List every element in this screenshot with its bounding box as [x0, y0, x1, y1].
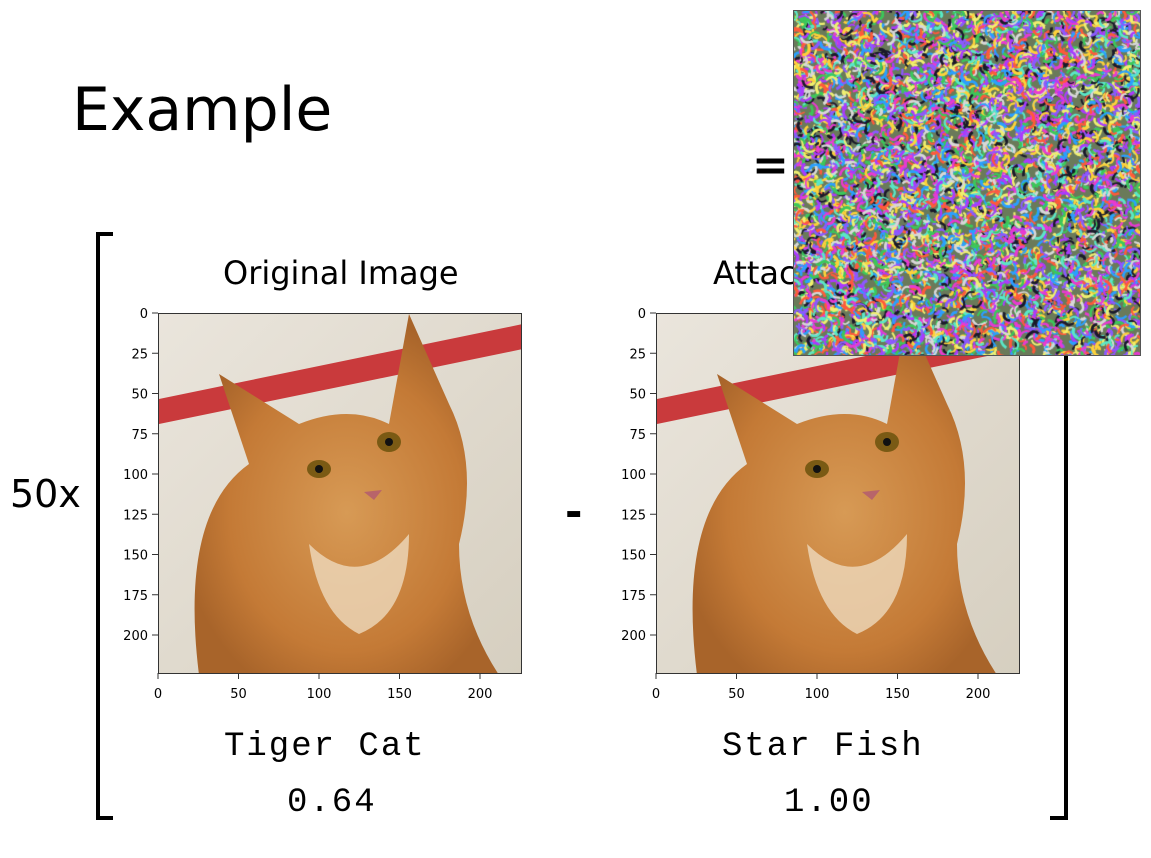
- attacked-y-tick-label: 150: [621, 549, 646, 564]
- original-prediction-label: Tiger Cat: [224, 728, 426, 766]
- attacked-y-tick-label: 125: [621, 508, 646, 523]
- original-image: [158, 313, 522, 674]
- original-y-tick-label: 25: [131, 347, 148, 362]
- original-x-tick-label: 0: [154, 687, 162, 702]
- original-y-tick-label: 0: [140, 307, 148, 322]
- attacked-y-tick-label: 75: [629, 428, 646, 443]
- original-y-tick-label: 75: [131, 428, 148, 443]
- original-y-tick-label: 175: [123, 589, 148, 604]
- equals-sign: =: [752, 140, 789, 191]
- attacked-y-tick-label: 50: [629, 388, 646, 403]
- original-x-tick-label: 200: [468, 687, 493, 702]
- attacked-y-tick-label: 200: [621, 629, 646, 644]
- attacked-y-axis: 0 25 50 75 100 125 150 175 200: [621, 307, 656, 644]
- multiplier-label: 50x: [10, 472, 81, 516]
- attacked-y-tick-label: 0: [638, 307, 646, 322]
- attacked-y-tick-label: 100: [621, 468, 646, 483]
- original-image-title: Original Image: [223, 254, 459, 292]
- original-x-tick-label: 100: [307, 687, 332, 702]
- attacked-image-title: Attac: [713, 254, 797, 292]
- original-y-tick-label: 100: [123, 468, 148, 483]
- attacked-y-tick-label: 175: [621, 589, 646, 604]
- original-y-tick-label: 125: [123, 508, 148, 523]
- original-prediction-score: 0.64: [287, 784, 377, 822]
- original-x-axis: 0 50 100 150 200: [154, 673, 493, 702]
- original-y-tick-label: 200: [123, 629, 148, 644]
- attacked-y-tick-label: 25: [629, 347, 646, 362]
- attacked-x-axis: 0 50 100 150 200: [652, 673, 991, 702]
- original-y-tick-label: 150: [123, 549, 148, 564]
- attacked-x-tick-label: 150: [885, 687, 910, 702]
- cat-image-attacked: [657, 314, 1019, 673]
- attacked-x-tick-label: 50: [728, 687, 745, 702]
- original-y-axis: 0 25 50 75 100 125 150 175 200: [123, 307, 158, 644]
- original-x-tick-label: 150: [387, 687, 412, 702]
- perturbation-noise-image: [793, 10, 1141, 356]
- slide-title: Example: [72, 75, 333, 145]
- attacked-prediction-label: Star Fish: [722, 728, 924, 766]
- cat-image: [159, 314, 521, 673]
- original-x-tick-label: 50: [230, 687, 247, 702]
- minus-sign: -: [565, 487, 583, 536]
- noise-canvas: [794, 11, 1140, 355]
- attacked-x-tick-label: 0: [652, 687, 660, 702]
- attacked-x-tick-label: 100: [805, 687, 830, 702]
- left-bracket: [96, 232, 113, 820]
- original-y-tick-label: 50: [131, 388, 148, 403]
- attacked-x-tick-label: 200: [966, 687, 991, 702]
- attacked-image: [656, 313, 1020, 674]
- attacked-prediction-score: 1.00: [784, 784, 874, 822]
